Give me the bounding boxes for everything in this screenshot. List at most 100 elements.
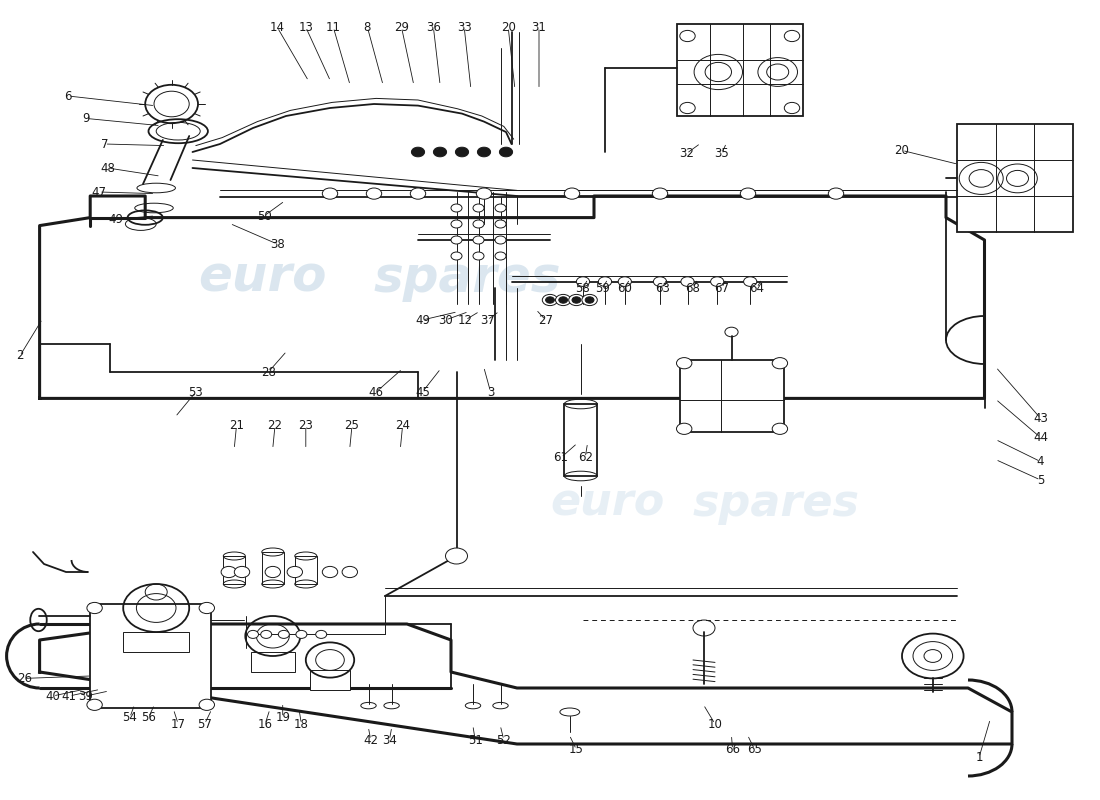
Circle shape <box>495 252 506 260</box>
Text: 28: 28 <box>261 366 276 378</box>
Circle shape <box>221 566 236 578</box>
Circle shape <box>446 548 468 564</box>
Bar <box>223 556 245 584</box>
Bar <box>564 404 597 476</box>
Circle shape <box>322 566 338 578</box>
Text: 2: 2 <box>16 350 23 362</box>
Text: 5: 5 <box>1037 474 1044 486</box>
Text: 39: 39 <box>78 690 94 702</box>
Text: 49: 49 <box>415 314 430 326</box>
Text: 1: 1 <box>976 751 982 764</box>
Bar <box>90 604 211 708</box>
Bar <box>957 124 1072 232</box>
Text: 45: 45 <box>415 386 430 398</box>
Text: 19: 19 <box>275 711 290 724</box>
Text: 65: 65 <box>747 743 762 756</box>
Circle shape <box>451 204 462 212</box>
Text: 12: 12 <box>458 314 473 326</box>
Circle shape <box>652 188 668 199</box>
Circle shape <box>740 188 756 199</box>
Text: 57: 57 <box>197 718 212 730</box>
Text: 46: 46 <box>368 386 384 398</box>
Text: 63: 63 <box>654 282 670 294</box>
Circle shape <box>569 294 584 306</box>
Circle shape <box>316 630 327 638</box>
Circle shape <box>680 30 695 42</box>
Text: 59: 59 <box>595 282 610 294</box>
Circle shape <box>564 188 580 199</box>
Text: 26: 26 <box>16 672 32 685</box>
Circle shape <box>265 566 280 578</box>
Text: 10: 10 <box>707 718 723 730</box>
Text: 29: 29 <box>394 21 409 34</box>
Text: spares: spares <box>374 254 561 302</box>
Text: 27: 27 <box>538 314 553 326</box>
Text: 66: 66 <box>725 743 740 756</box>
Text: 62: 62 <box>578 451 593 464</box>
Circle shape <box>366 188 382 199</box>
Text: 30: 30 <box>438 314 453 326</box>
Text: 64: 64 <box>749 282 764 294</box>
Text: 11: 11 <box>326 21 341 34</box>
Text: 16: 16 <box>257 718 273 730</box>
Text: 6: 6 <box>65 90 72 102</box>
Circle shape <box>473 204 484 212</box>
Circle shape <box>495 220 506 228</box>
Circle shape <box>199 602 214 614</box>
Circle shape <box>585 297 594 303</box>
Circle shape <box>499 147 513 157</box>
Circle shape <box>287 566 303 578</box>
Text: 18: 18 <box>294 718 309 730</box>
Circle shape <box>744 277 757 286</box>
Text: 42: 42 <box>363 734 378 746</box>
Text: 25: 25 <box>344 419 360 432</box>
Bar <box>123 632 189 652</box>
Circle shape <box>473 252 484 260</box>
Text: 24: 24 <box>395 419 410 432</box>
Text: 4: 4 <box>1037 455 1044 468</box>
Text: 35: 35 <box>714 147 729 160</box>
Text: euro: euro <box>550 482 664 525</box>
Text: 51: 51 <box>468 734 483 746</box>
Text: 33: 33 <box>456 21 472 34</box>
Text: euro: euro <box>198 254 327 302</box>
Circle shape <box>495 204 506 212</box>
Text: 47: 47 <box>91 186 107 198</box>
Circle shape <box>87 602 102 614</box>
Text: spares: spares <box>693 482 860 525</box>
Circle shape <box>87 699 102 710</box>
Circle shape <box>559 297 568 303</box>
Circle shape <box>411 147 425 157</box>
Bar <box>251 652 295 672</box>
Circle shape <box>495 236 506 244</box>
Circle shape <box>653 277 667 286</box>
Circle shape <box>598 277 612 286</box>
Circle shape <box>772 423 788 434</box>
Text: 54: 54 <box>122 711 138 724</box>
Circle shape <box>681 277 694 286</box>
Text: 14: 14 <box>270 21 285 34</box>
Circle shape <box>296 630 307 638</box>
Text: 9: 9 <box>82 112 89 125</box>
Text: 17: 17 <box>170 718 186 730</box>
Bar <box>295 556 317 584</box>
Text: 20: 20 <box>894 144 910 157</box>
Circle shape <box>784 30 800 42</box>
Text: 61: 61 <box>553 451 569 464</box>
Circle shape <box>473 236 484 244</box>
Text: 48: 48 <box>100 162 116 174</box>
Circle shape <box>582 294 597 306</box>
Bar <box>262 552 284 584</box>
Circle shape <box>476 188 492 199</box>
Circle shape <box>278 630 289 638</box>
Text: 23: 23 <box>298 419 314 432</box>
Circle shape <box>199 699 214 710</box>
Circle shape <box>451 236 462 244</box>
Circle shape <box>542 294 558 306</box>
Circle shape <box>784 102 800 114</box>
Text: 44: 44 <box>1033 431 1048 444</box>
Bar <box>680 360 784 432</box>
Circle shape <box>248 630 258 638</box>
Text: 49: 49 <box>108 213 123 226</box>
Circle shape <box>711 277 724 286</box>
